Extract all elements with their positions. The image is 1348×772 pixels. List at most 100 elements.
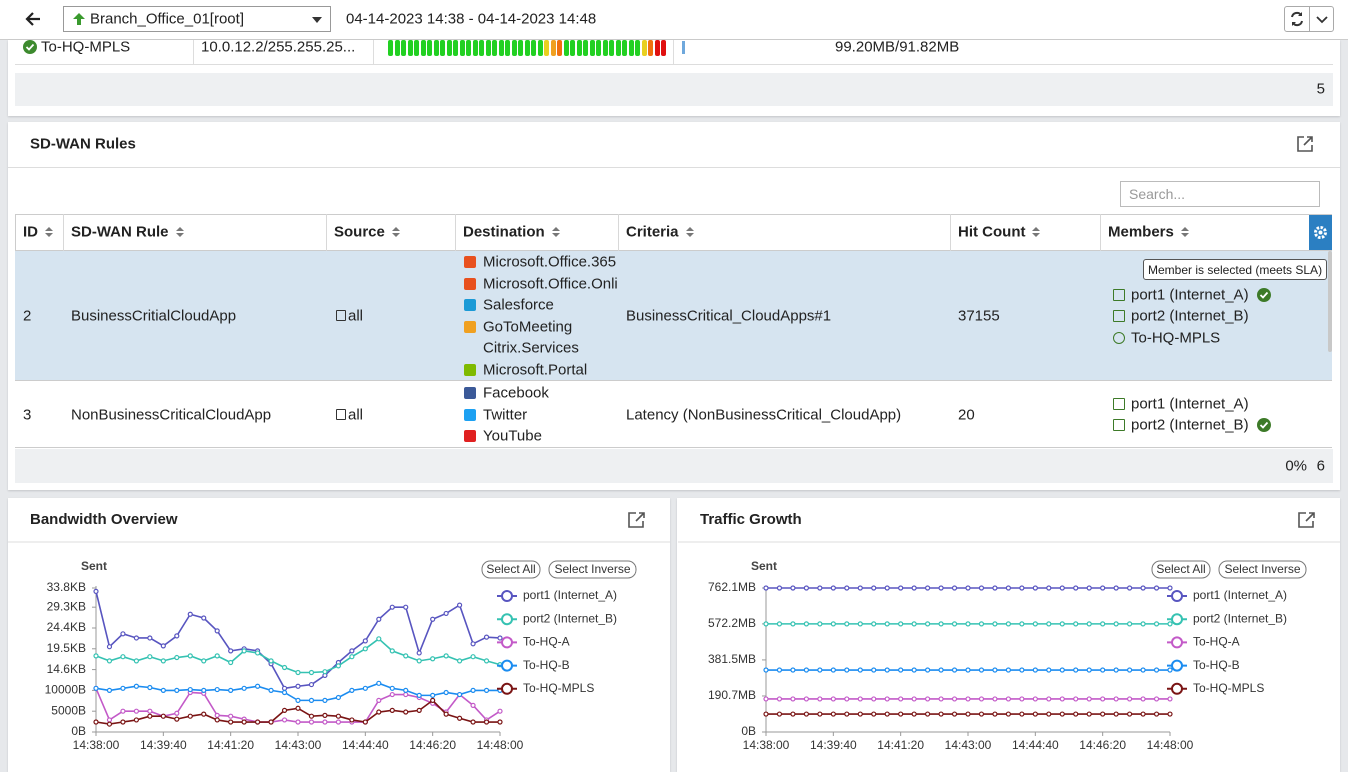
- data-point: [147, 708, 153, 714]
- x-tick-label: 14:38:00: [73, 738, 120, 752]
- data-point: [430, 697, 436, 703]
- destination: Salesforce: [483, 297, 554, 313]
- column-header[interactable]: Destination: [463, 223, 545, 241]
- data-point: [951, 711, 958, 717]
- column-header[interactable]: Source: [334, 223, 385, 241]
- legend-marker[interactable]: [501, 636, 513, 649]
- data-point: [1005, 621, 1012, 627]
- data-point: [255, 683, 261, 689]
- legend-marker[interactable]: [501, 590, 513, 602]
- sla-segment: [485, 40, 491, 56]
- divider: [8, 167, 1340, 168]
- data-point: [255, 650, 261, 656]
- data-point: [241, 648, 247, 654]
- data-point: [992, 667, 998, 673]
- chart-button[interactable]: [1218, 560, 1307, 579]
- legend-label: To-HQ-MPLS: [1193, 681, 1264, 695]
- data-point: [376, 680, 382, 686]
- member-icon: [1113, 397, 1125, 410]
- sla-segment: [661, 40, 666, 56]
- table-row[interactable]: [15, 251, 1332, 381]
- data-point: [416, 707, 422, 713]
- data-point: [1086, 585, 1092, 591]
- data-point: [1005, 696, 1012, 702]
- x-tick-label: 14:39:40: [810, 738, 857, 752]
- legend-marker[interactable]: [501, 613, 513, 626]
- data-point: [884, 585, 890, 591]
- data-point: [1046, 696, 1052, 702]
- device-select[interactable]: Branch_Office_01[root]: [63, 6, 331, 32]
- legend-marker[interactable]: [1171, 659, 1183, 672]
- expand-icon[interactable]: [1296, 135, 1314, 153]
- column-header[interactable]: Hit Count: [958, 223, 1026, 241]
- chart-button[interactable]: [481, 560, 541, 579]
- sort-icon[interactable]: [1031, 226, 1041, 238]
- sort-icon[interactable]: [391, 226, 401, 238]
- cell-border: [193, 40, 194, 64]
- destination: Microsoft.Portal: [483, 362, 588, 378]
- sort-arrows: [685, 227, 694, 237]
- destination-icon: [464, 256, 476, 269]
- legend-marker[interactable]: [1171, 682, 1183, 695]
- sla-segment: [576, 40, 582, 56]
- x-tick-label: 14:48:00: [477, 738, 524, 752]
- data-point: [174, 710, 180, 716]
- sort-icon[interactable]: [44, 226, 54, 238]
- chart-button[interactable]: [1151, 560, 1211, 579]
- data-point: [776, 711, 783, 717]
- y-tick-label: 24.4KB: [47, 620, 86, 634]
- sort-icon[interactable]: [685, 226, 695, 238]
- sla-history-bar: [380, 40, 670, 56]
- interface-ip: 10.0.12.2/255.255.25...: [201, 38, 356, 56]
- data-point: [898, 585, 904, 591]
- data-point: [1046, 585, 1052, 591]
- column-header[interactable]: ID: [23, 223, 38, 241]
- y-tick-label: 381.5MB: [708, 652, 756, 666]
- rule-criteria: Latency (NonBusinessCritical_CloudApp): [626, 406, 902, 423]
- member-icon: [1113, 331, 1125, 344]
- column-header[interactable]: Criteria: [626, 223, 679, 241]
- data-point: [1086, 667, 1092, 673]
- sort-icon[interactable]: [1180, 226, 1190, 238]
- sla-segment: [479, 40, 484, 56]
- data-point: [1032, 711, 1038, 717]
- expand-icon[interactable]: [1298, 512, 1315, 528]
- legend-marker[interactable]: [1171, 590, 1183, 602]
- bandwidth-panel: [8, 498, 670, 772]
- sla-segment: [472, 40, 478, 56]
- data-point: [308, 681, 315, 688]
- data-point: [1005, 711, 1012, 717]
- data-point: [844, 585, 850, 591]
- data-point: [1059, 621, 1065, 627]
- chart-title: Traffic Growth: [700, 511, 802, 528]
- legend-marker[interactable]: [1171, 613, 1183, 626]
- table-row[interactable]: [15, 381, 1332, 448]
- legend-marker[interactable]: [501, 659, 513, 672]
- search-input[interactable]: Search...: [1120, 181, 1320, 207]
- column-header[interactable]: Members: [1108, 223, 1174, 241]
- sla-segment: [615, 40, 621, 56]
- sort-icon[interactable]: [175, 226, 185, 238]
- legend-marker[interactable]: [1171, 636, 1183, 649]
- legend-label: To-HQ-A: [1193, 635, 1240, 649]
- settings-button[interactable]: [1309, 215, 1332, 250]
- data-point: [106, 644, 113, 650]
- data-point: [1059, 696, 1065, 702]
- chart-button[interactable]: [548, 560, 637, 579]
- back-button[interactable]: [24, 10, 42, 28]
- sort-icon[interactable]: [551, 226, 561, 238]
- data-point: [187, 611, 193, 617]
- expand-icon[interactable]: [628, 512, 645, 528]
- sla-segment: [654, 40, 660, 56]
- menu-button[interactable]: [1309, 6, 1334, 32]
- legend-marker[interactable]: [501, 682, 513, 695]
- column-header[interactable]: SD-WAN Rule: [71, 223, 169, 241]
- hit-count: 20: [958, 406, 975, 423]
- data-point: [1046, 621, 1052, 627]
- destination-icon: [464, 320, 476, 333]
- cell-border: [673, 40, 674, 64]
- data-point: [1086, 711, 1092, 717]
- data-point: [992, 711, 998, 717]
- sla-segment: [609, 40, 614, 56]
- data-point: [884, 696, 890, 702]
